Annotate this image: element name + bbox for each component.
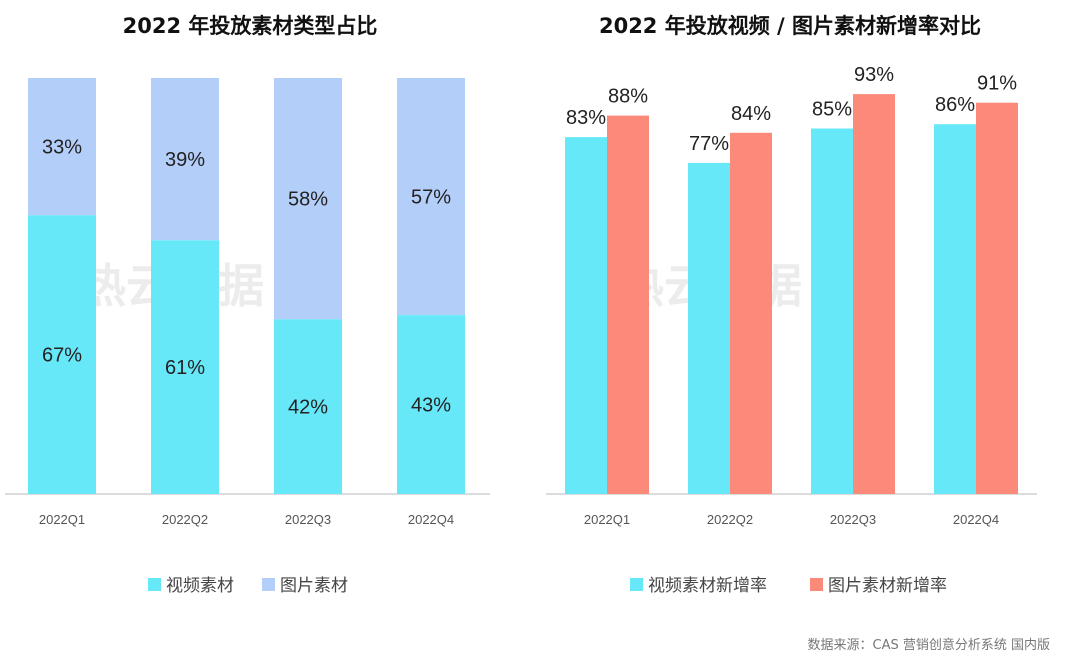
right-tick-2022Q1: 2022Q1 — [584, 512, 630, 527]
right-tick-2022Q2: 2022Q2 — [707, 512, 753, 527]
label-image-share-2022Q1: 33% — [42, 137, 82, 159]
bar-video-growth-2022Q1 — [565, 137, 607, 494]
label-video-growth-2022Q3: 85% — [812, 99, 852, 121]
label-image-share-2022Q3: 58% — [288, 189, 328, 211]
label-image-share-2022Q2: 39% — [165, 149, 205, 171]
legend-swatch-video-growth — [630, 578, 643, 591]
legend-label-image: 图片素材 — [280, 576, 348, 596]
label-video-share-2022Q4: 43% — [411, 395, 451, 417]
bar-image-share-2022Q2 — [151, 78, 219, 241]
left-bars-group: 33% 67% 39% 61% 58% 42% 57% 43% — [28, 78, 465, 494]
bar-video-growth-2022Q3 — [811, 128, 853, 494]
left-tick-2022Q1: 2022Q1 — [39, 512, 85, 527]
legend-swatch-image — [262, 578, 275, 591]
right-tick-2022Q4: 2022Q4 — [953, 512, 999, 527]
bar-video-share-2022Q3 — [274, 319, 342, 494]
legend-swatch-image-growth — [810, 578, 823, 591]
bar-video-share-2022Q1 — [28, 215, 96, 494]
label-image-growth-2022Q3: 93% — [854, 64, 894, 86]
label-image-growth-2022Q1: 88% — [608, 86, 648, 108]
bar-image-share-2022Q4 — [397, 78, 465, 316]
left-chart-title: 2022 年投放素材类型占比 — [123, 14, 378, 38]
legend-label-video-growth: 视频素材新增率 — [648, 576, 767, 596]
bar-video-growth-2022Q4 — [934, 124, 976, 494]
bar-image-share-2022Q3 — [274, 78, 342, 320]
bar-video-share-2022Q4 — [397, 315, 465, 494]
legend-label-video: 视频素材 — [166, 576, 234, 596]
left-tick-2022Q2: 2022Q2 — [162, 512, 208, 527]
right-chart-title: 2022 年投放视频 / 图片素材新增率对比 — [599, 14, 981, 38]
label-video-share-2022Q3: 42% — [288, 397, 328, 419]
label-video-share-2022Q1: 67% — [42, 345, 82, 367]
label-video-growth-2022Q2: 77% — [689, 133, 729, 155]
bar-image-growth-2022Q3 — [853, 94, 895, 494]
source-note: 数据来源：CAS 营销创意分析系统 国内版 — [808, 637, 1051, 653]
label-video-growth-2022Q4: 86% — [935, 94, 975, 116]
right-bars-group: 83%88% 77%84% 85%93% 86%91% — [565, 64, 1018, 495]
bar-image-growth-2022Q1 — [607, 115, 649, 494]
tick-labels-group: 2022Q1 2022Q2 2022Q3 2022Q4 2022Q1 2022Q2 2022… — [39, 512, 999, 527]
left-tick-2022Q3: 2022Q3 — [285, 512, 331, 527]
bar-image-growth-2022Q4 — [976, 102, 1018, 494]
bar-image-growth-2022Q2 — [730, 132, 772, 495]
left-tick-2022Q4: 2022Q4 — [408, 512, 454, 527]
bar-image-share-2022Q1 — [28, 78, 96, 216]
bar-video-share-2022Q2 — [151, 240, 219, 494]
legend-swatch-video — [148, 578, 161, 591]
bar-video-growth-2022Q2 — [688, 162, 730, 494]
right-tick-2022Q3: 2022Q3 — [830, 512, 876, 527]
label-video-share-2022Q2: 61% — [165, 357, 205, 379]
right-legend: 视频素材新增率 图片素材新增率 — [630, 576, 947, 596]
label-image-growth-2022Q4: 91% — [977, 73, 1017, 95]
left-legend: 视频素材 图片素材 — [148, 576, 348, 596]
label-image-growth-2022Q2: 84% — [731, 103, 771, 125]
legend-label-image-growth: 图片素材新增率 — [828, 576, 947, 596]
label-image-share-2022Q4: 57% — [411, 187, 451, 209]
label-video-growth-2022Q1: 83% — [566, 107, 606, 129]
